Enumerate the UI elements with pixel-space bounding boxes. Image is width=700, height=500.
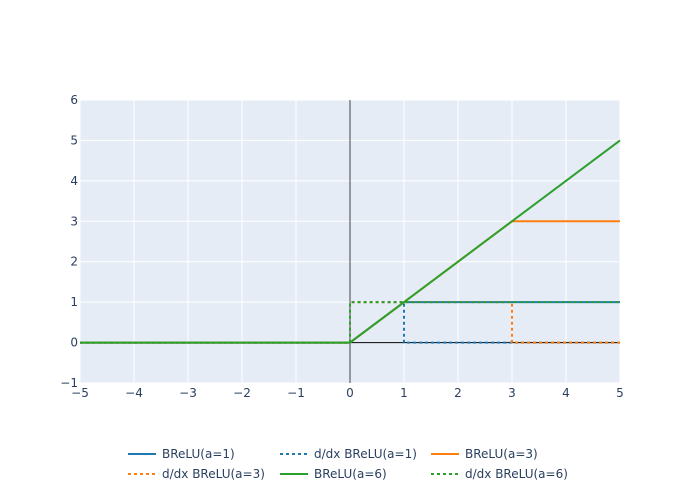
y-tick-labels: −1 0 1 2 3 4 5 6	[60, 93, 78, 390]
legend-label: BReLU(a=6)	[314, 467, 387, 481]
series-line-5	[80, 301, 620, 344]
legend-item: d/dx BReLU(a=6)	[431, 467, 568, 481]
legend-label: d/dx BReLU(a=6)	[465, 467, 568, 481]
x-tick-label: 0	[346, 386, 354, 400]
x-tick-label: 1	[400, 386, 408, 400]
legend-item: BReLU(a=3)	[431, 447, 538, 461]
series-lines	[80, 139, 621, 344]
legend: BReLU(a=1) d/dx BReLU(a=1) BReLU(a=3) d/dx …	[128, 447, 568, 481]
y-tick-label: 3	[70, 214, 78, 228]
legend-item: d/dx BReLU(a=3)	[128, 467, 265, 481]
x-tick-label: −2	[233, 386, 251, 400]
y-tick-label: 4	[70, 174, 78, 188]
legend-item: BReLU(a=6)	[280, 467, 387, 481]
y-tick-label: 2	[70, 255, 78, 269]
x-tick-label: −3	[179, 386, 197, 400]
legend-label: BReLU(a=1)	[162, 447, 235, 461]
legend-label: BReLU(a=3)	[465, 447, 538, 461]
x-tick-label: −1	[287, 386, 305, 400]
legend-item: BReLU(a=1)	[128, 447, 235, 461]
y-tick-label: 6	[70, 93, 78, 107]
legend-label: d/dx BReLU(a=3)	[162, 467, 265, 481]
x-tick-label: −5	[71, 386, 89, 400]
y-tick-label: 0	[70, 336, 78, 350]
x-tick-label: 4	[562, 386, 570, 400]
y-tick-label: −1	[60, 376, 78, 390]
y-tick-label: 1	[70, 295, 78, 309]
legend-item: d/dx BReLU(a=1)	[280, 447, 417, 461]
legend-label: d/dx BReLU(a=1)	[314, 447, 417, 461]
x-tick-label: 3	[508, 386, 516, 400]
x-tick-label: 5	[616, 386, 624, 400]
x-tick-label: −4	[125, 386, 143, 400]
y-tick-label: 5	[70, 133, 78, 147]
x-tick-label: 2	[454, 386, 462, 400]
x-tick-labels: −5 −4 −3 −2 −1 0 1 2 3 4 5	[71, 386, 624, 400]
